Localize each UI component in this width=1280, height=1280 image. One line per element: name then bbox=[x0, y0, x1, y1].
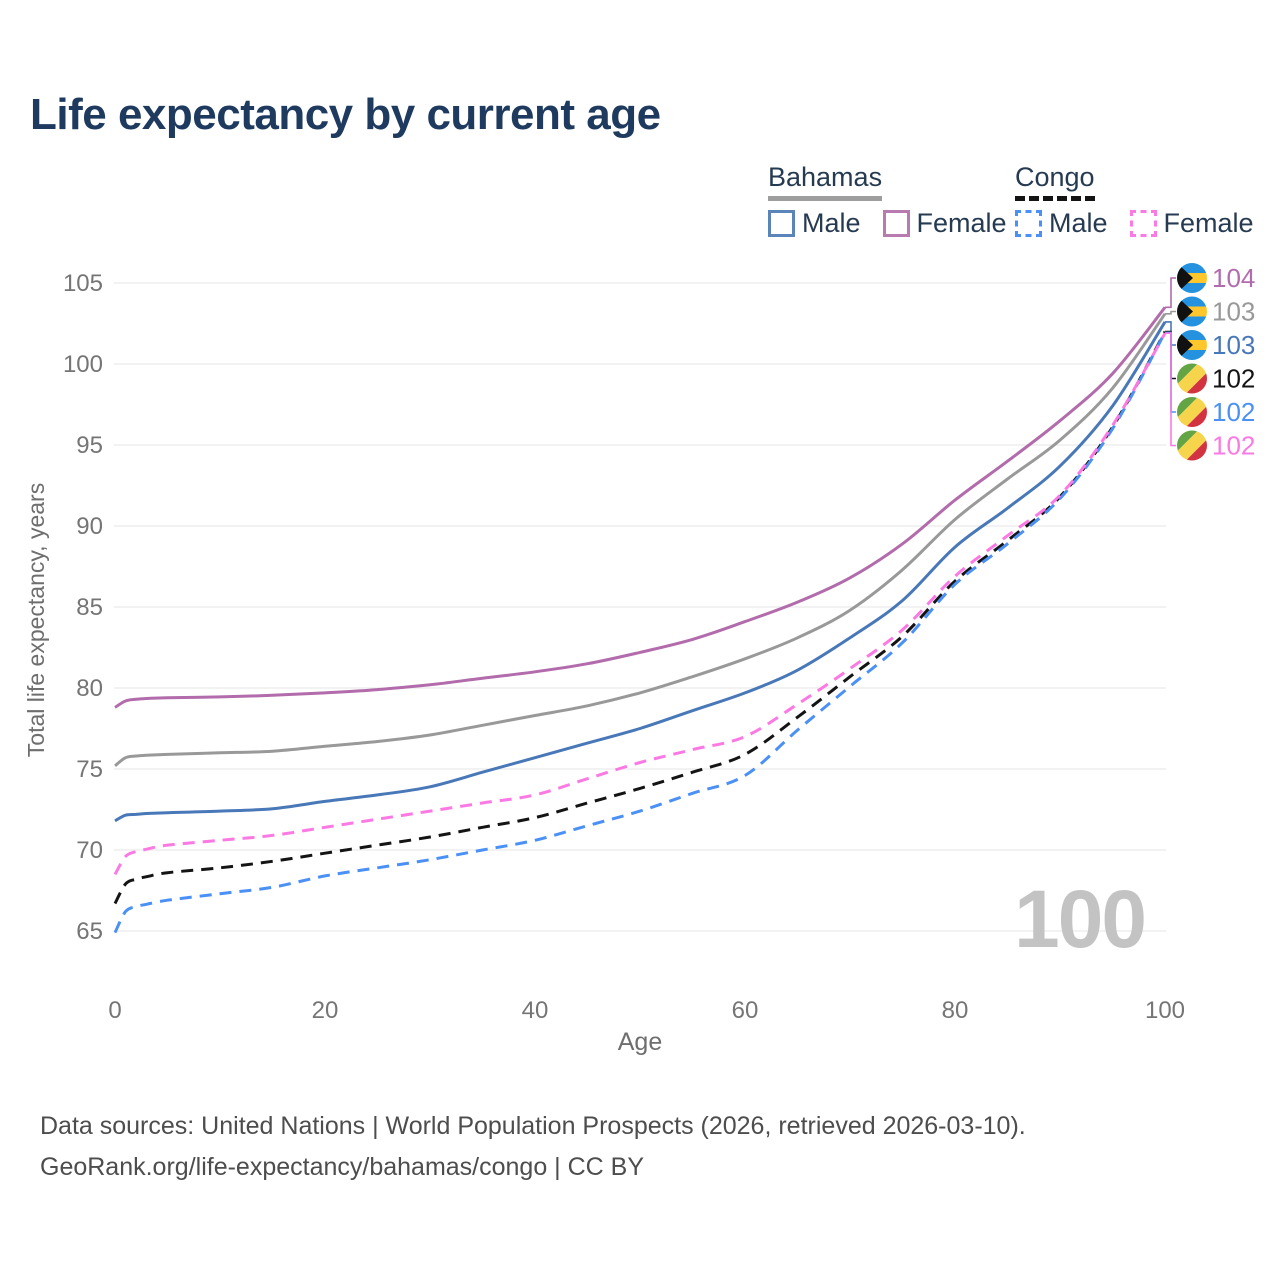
end-value-congo-male: 102 bbox=[1212, 397, 1255, 427]
gridlines bbox=[114, 282, 1166, 932]
end-label-leader bbox=[1165, 332, 1176, 447]
footer-attribution: GeoRank.org/life-expectancy/bahamas/cong… bbox=[40, 1153, 645, 1181]
legend-checkbox-male[interactable] bbox=[768, 210, 795, 237]
flag-bahamas-icon bbox=[1177, 296, 1207, 327]
legend-item-bahamas-female[interactable]: Female bbox=[882, 208, 1007, 239]
legend-item-congo-male[interactable]: Male bbox=[1015, 208, 1108, 239]
page-title: Life expectancy by current age bbox=[30, 90, 661, 139]
series-line-bahamas-male bbox=[114, 321, 1167, 823]
y-tick-85: 85 bbox=[76, 594, 103, 621]
legend-label: Male bbox=[802, 208, 861, 238]
series-line-congo-male bbox=[113, 331, 1167, 934]
y-tick-65: 65 bbox=[76, 918, 103, 945]
legend-label: Female bbox=[1163, 208, 1254, 238]
x-axis-title: Age bbox=[618, 1028, 662, 1056]
legend-group-bahamas: Bahamas Male Female bbox=[768, 162, 1007, 239]
axis-labels: 65 70 75 80 85 90 95 100 105 0 20 40 60 80 100 bbox=[63, 270, 1185, 1024]
series-lines bbox=[113, 306, 1167, 934]
series-line-congo-female bbox=[113, 332, 1167, 876]
y-tick-90: 90 bbox=[76, 513, 103, 540]
y-tick-95: 95 bbox=[76, 432, 103, 459]
y-tick-80: 80 bbox=[76, 675, 103, 702]
x-tick-60: 60 bbox=[732, 997, 759, 1024]
legend-checkbox-male[interactable] bbox=[1015, 210, 1042, 237]
y-tick-100: 100 bbox=[63, 351, 103, 378]
series-line-bahamas-both-sexes bbox=[114, 312, 1167, 767]
end-value-bahamas-female: 104 bbox=[1212, 263, 1255, 293]
footer-sources: Data sources: United Nations | World Pop… bbox=[40, 1112, 1026, 1140]
legend-country-congo: Congo bbox=[1015, 162, 1095, 201]
legend-checkbox-female[interactable] bbox=[1129, 210, 1157, 237]
flag-congo-icon bbox=[1177, 363, 1207, 394]
legend-country-bahamas: Bahamas bbox=[768, 162, 883, 201]
legend-label: Male bbox=[1049, 208, 1108, 238]
legend-label: Female bbox=[916, 208, 1007, 238]
x-tick-100: 100 bbox=[1145, 997, 1185, 1024]
legend-group-congo: Congo Male Female bbox=[1015, 162, 1254, 239]
x-tick-80: 80 bbox=[942, 997, 969, 1024]
flag-congo-icon bbox=[1177, 397, 1207, 427]
age-watermark: 100 bbox=[1014, 874, 1145, 965]
x-tick-40: 40 bbox=[522, 997, 549, 1024]
end-value-bahamas-male: 103 bbox=[1212, 330, 1255, 360]
y-tick-105: 105 bbox=[63, 270, 103, 297]
flag-congo-icon bbox=[1177, 430, 1207, 461]
y-tick-75: 75 bbox=[76, 756, 103, 783]
series-line-congo-both-sexes bbox=[113, 330, 1167, 905]
end-label-leader bbox=[1165, 277, 1176, 309]
x-tick-0: 0 bbox=[108, 997, 121, 1024]
end-value-bahamas-both-sexes: 103 bbox=[1212, 297, 1255, 327]
x-tick-20: 20 bbox=[312, 997, 339, 1024]
y-tick-70: 70 bbox=[76, 837, 103, 864]
legend-item-bahamas-male[interactable]: Male bbox=[768, 208, 861, 239]
footer: Data sources: United Nations | World Pop… bbox=[40, 1106, 1026, 1188]
flag-bahamas-icon bbox=[1177, 263, 1207, 293]
flag-bahamas-icon bbox=[1177, 330, 1207, 360]
legend-checkbox-female[interactable] bbox=[882, 210, 910, 237]
end-value-congo-both-sexes: 102 bbox=[1212, 364, 1255, 394]
series-line-bahamas-female bbox=[114, 306, 1167, 709]
end-value-congo-female: 102 bbox=[1212, 431, 1255, 461]
end-label-leader bbox=[1165, 310, 1176, 315]
y-axis-title: Total life expectancy, years bbox=[23, 483, 49, 757]
legend-item-congo-female[interactable]: Female bbox=[1129, 208, 1254, 239]
